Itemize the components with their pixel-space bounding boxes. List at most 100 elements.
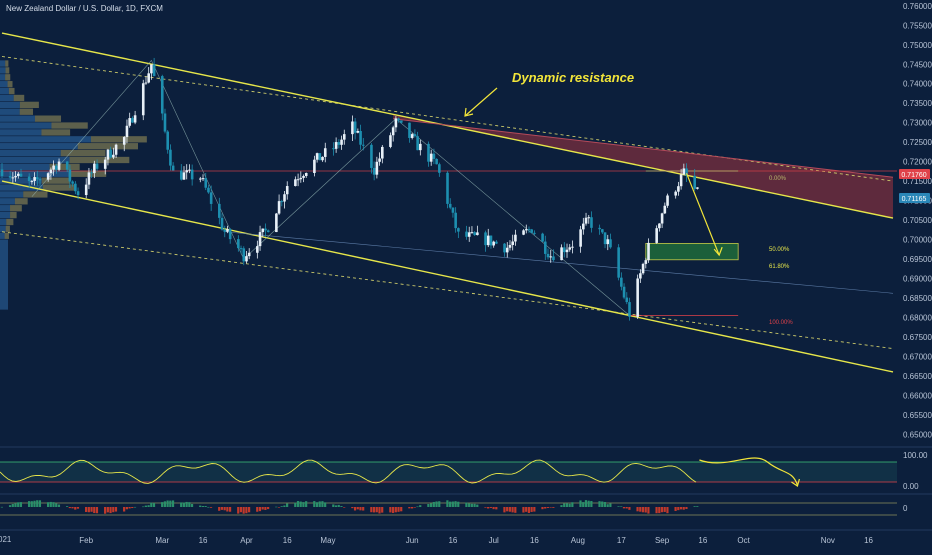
oscillator-upper-label: 100.00: [903, 451, 928, 460]
candle-body: [19, 173, 23, 177]
volume-profile-bar: [0, 87, 9, 95]
histogram-bar: [636, 507, 639, 512]
histogram-bar: [503, 507, 506, 513]
histogram-bar: [628, 507, 631, 510]
candle-body: [131, 118, 134, 123]
histogram-bar: [370, 507, 373, 513]
histogram-bar: [427, 503, 430, 507]
dynamic-resistance-line[interactable]: [393, 118, 894, 178]
volume-profile-bar: [41, 129, 71, 136]
volume-profile-bar: [0, 218, 7, 226]
histogram-bar: [620, 506, 623, 508]
volume-profile-bar: [13, 94, 25, 102]
candle-body: [334, 142, 338, 149]
price-tick-7: 0.72500: [903, 138, 932, 147]
histogram-bar: [283, 505, 286, 507]
histogram-bar: [677, 507, 680, 511]
candle-body: [584, 217, 588, 224]
projection-arrowhead: [713, 246, 723, 257]
volume-profile-bar: [23, 191, 48, 198]
candle-body: [427, 143, 430, 162]
volume-profile-bar: [0, 163, 50, 171]
histogram-pane: [0, 500, 897, 516]
candle-body: [109, 149, 112, 158]
candle-body: [16, 173, 20, 176]
histogram-bar: [321, 501, 324, 507]
candle-body: [511, 241, 514, 246]
histogram-bar: [484, 507, 487, 508]
histogram-bar: [112, 507, 115, 513]
histogram-bar: [256, 507, 259, 512]
histogram-bar: [410, 507, 414, 509]
candle-body: [451, 207, 455, 213]
histogram-bar: [76, 507, 80, 509]
histogram-bar: [275, 506, 278, 508]
histogram-bar: [340, 506, 343, 507]
histogram-bar: [166, 500, 169, 507]
candle-body: [391, 127, 395, 136]
candle-body: [353, 121, 357, 133]
channel-lower-line[interactable]: [1, 180, 894, 373]
candle-body: [674, 191, 677, 196]
volume-profile-bar: [0, 191, 24, 198]
candle-body: [644, 260, 648, 264]
candle-body: [375, 161, 379, 175]
candle-body: [93, 163, 96, 174]
histogram-bar: [372, 507, 376, 513]
candle-body: [389, 135, 392, 147]
candle-body: [185, 170, 189, 173]
candle-body: [489, 235, 493, 246]
histogram-bar: [261, 507, 264, 510]
candle-body: [617, 247, 620, 278]
candle-body: [114, 144, 118, 155]
time-axis[interactable]: Feb Mar 16 Apr 16 May Jun 16 Jul 16 Aug 17 Sep 16 Oct N…: [79, 536, 873, 545]
histogram-bar: [74, 507, 77, 510]
candle-body: [294, 179, 297, 187]
candle-body: [283, 194, 286, 202]
candle-body: [505, 247, 509, 253]
candle-body: [27, 176, 31, 182]
candle-body: [239, 248, 243, 250]
volume-profile-bar: [0, 94, 14, 102]
histogram-bar: [468, 503, 471, 507]
projection-arrow[interactable]: [685, 173, 720, 256]
price-tick-2: 0.75000: [903, 41, 932, 50]
histogram-bar: [220, 507, 224, 510]
candle-body: [141, 83, 145, 116]
histogram-bar: [353, 507, 357, 511]
volume-profile-bar: [19, 101, 39, 109]
volume-profile-bar: [0, 184, 43, 191]
histogram-bar: [36, 500, 39, 507]
price-tick-5: 0.73500: [903, 99, 932, 108]
candle-body: [57, 161, 61, 170]
candle-body: [527, 229, 531, 231]
candle-body: [277, 201, 281, 214]
histogram-bar: [228, 507, 232, 512]
histogram-bar: [622, 507, 626, 509]
histogram-bar: [492, 507, 495, 510]
histogram-bar: [95, 507, 99, 514]
candle-body: [663, 205, 667, 214]
price-tick-1: 0.75500: [903, 21, 932, 30]
candle-body: [495, 241, 498, 244]
histogram-bar: [27, 501, 31, 507]
histogram-bar: [514, 507, 517, 513]
price-axis[interactable]: 0.76000 0.75500 0.75000 0.74500 0.74000 0.735…: [903, 2, 932, 439]
candle-body: [530, 229, 534, 233]
histogram-bar: [511, 507, 514, 513]
candle-body: [71, 181, 74, 184]
histogram-bar: [375, 507, 378, 513]
volume-profile-bar: [90, 136, 147, 143]
histogram-bar: [296, 501, 300, 507]
candle-body: [90, 172, 93, 174]
histogram-bar: [530, 507, 533, 512]
price-tick-12: 0.70000: [903, 236, 932, 245]
price-tick-16: 0.68000: [903, 313, 932, 322]
candle-body: [590, 217, 593, 228]
histogram-bar: [318, 501, 321, 507]
candle-body: [204, 178, 208, 188]
volume-profile-bar: [0, 205, 11, 212]
candle-body: [30, 180, 34, 182]
histogram-bar: [38, 500, 42, 507]
